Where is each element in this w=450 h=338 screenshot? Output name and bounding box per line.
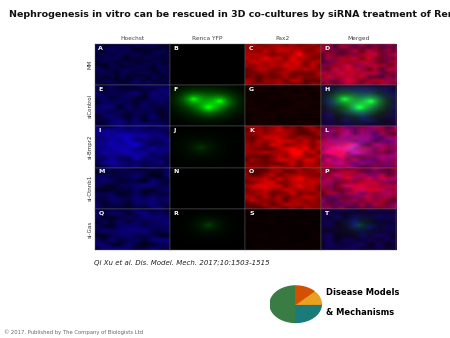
Text: © 2017. Published by The Company of Biologists Ltd: © 2017. Published by The Company of Biol… xyxy=(4,329,144,335)
Text: Q: Q xyxy=(98,211,104,216)
Text: Pax2: Pax2 xyxy=(276,36,290,41)
Text: L: L xyxy=(324,128,328,133)
Text: K: K xyxy=(249,128,254,133)
Text: si-Gas: si-Gas xyxy=(87,221,92,238)
Text: S: S xyxy=(249,211,254,216)
Text: Disease Models: Disease Models xyxy=(326,288,400,296)
Text: Hoechst: Hoechst xyxy=(120,36,144,41)
Text: A: A xyxy=(98,46,103,51)
Text: M: M xyxy=(98,169,105,174)
Text: MM: MM xyxy=(87,60,92,69)
Text: N: N xyxy=(174,169,179,174)
Text: I: I xyxy=(98,128,101,133)
Polygon shape xyxy=(296,304,321,322)
Text: P: P xyxy=(324,169,329,174)
Text: J: J xyxy=(174,128,176,133)
Polygon shape xyxy=(270,286,296,322)
Text: O: O xyxy=(249,169,254,174)
Text: Nephrogenesis in vitro can be rescued in 3D co-cultures by siRNA treatment of Re: Nephrogenesis in vitro can be rescued in… xyxy=(9,10,450,19)
Text: C: C xyxy=(249,46,253,51)
Text: siControl: siControl xyxy=(87,94,92,118)
Polygon shape xyxy=(296,291,321,304)
Text: B: B xyxy=(174,46,179,51)
Text: R: R xyxy=(174,211,179,216)
Text: Qi Xu et al. Dis. Model. Mech. 2017;10:1503-1515: Qi Xu et al. Dis. Model. Mech. 2017;10:1… xyxy=(94,260,270,266)
Text: T: T xyxy=(324,211,328,216)
Text: Merged: Merged xyxy=(347,36,369,41)
Text: & Mechanisms: & Mechanisms xyxy=(326,308,395,317)
Text: D: D xyxy=(324,46,330,51)
Text: Renca YFP: Renca YFP xyxy=(192,36,223,41)
Text: si-Ctnnb1: si-Ctnnb1 xyxy=(87,175,92,201)
Text: si-Bmpr2: si-Bmpr2 xyxy=(87,135,92,159)
Text: H: H xyxy=(324,87,330,92)
Text: F: F xyxy=(174,87,178,92)
Text: G: G xyxy=(249,87,254,92)
Polygon shape xyxy=(296,286,314,304)
Text: E: E xyxy=(98,87,103,92)
